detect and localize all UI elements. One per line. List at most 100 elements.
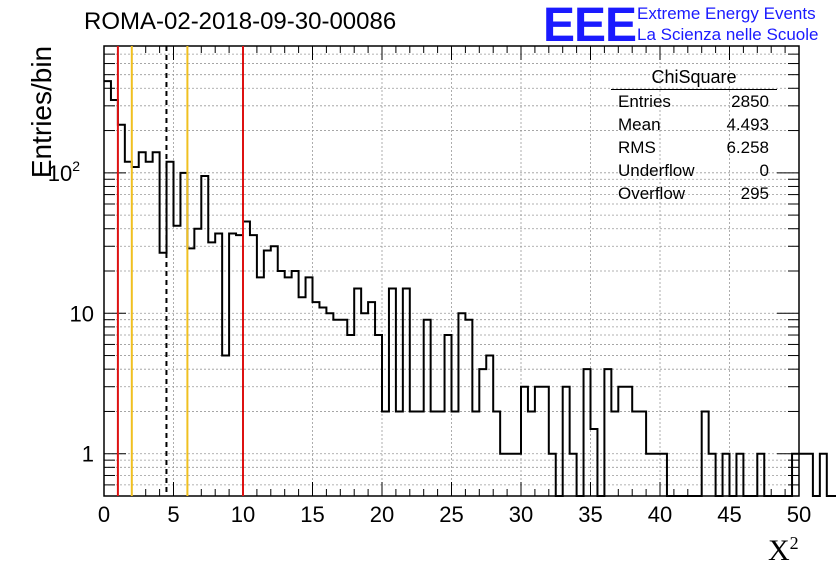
- x-axis-label-base: X: [768, 534, 790, 567]
- histogram-bin: [250, 235, 257, 496]
- stats-row-mean: Mean 4.493: [611, 115, 777, 138]
- histogram-bin: [368, 302, 375, 496]
- histogram-bin: [243, 222, 250, 496]
- histogram-bin: [382, 411, 389, 496]
- histogram-bin: [438, 411, 445, 496]
- y-tick-label: 1: [82, 442, 94, 467]
- stats-title: ChiSquare: [611, 67, 777, 90]
- histogram-bin: [521, 387, 528, 496]
- histogram-bin: [271, 246, 278, 496]
- stats-rows: Entries 2850 Mean 4.493 RMS 6.258 Underflow 0 Ov…: [611, 92, 777, 207]
- histogram-bin: [111, 100, 118, 496]
- histogram-bin: [403, 289, 410, 496]
- histogram-bin: [361, 313, 368, 496]
- histogram-bin: [549, 454, 556, 496]
- histogram-bin: [299, 297, 306, 496]
- histogram-bin: [187, 248, 194, 496]
- run-title: ROMA-02-2018-09-30-00086: [84, 8, 397, 35]
- stats-box: ChiSquare Entries 2850 Mean 4.493 RMS 6.258 Un…: [611, 67, 777, 207]
- histogram-bin: [458, 313, 465, 496]
- stats-row-entries: Entries 2850: [611, 92, 777, 115]
- histogram-bin: [340, 320, 347, 496]
- histogram-bin: [104, 81, 111, 496]
- histogram-bin: [570, 454, 577, 496]
- stats-label: Mean: [618, 115, 661, 134]
- histogram-bin: [465, 320, 472, 496]
- histogram-bin: [709, 454, 716, 496]
- stats-label: Entries: [618, 92, 671, 111]
- x-tick-label: 10: [231, 502, 255, 527]
- histogram-bin: [736, 454, 743, 496]
- histogram-steps: [104, 80, 836, 497]
- histogram-bin: [215, 233, 222, 496]
- y-axis-label: Entries/bin: [26, 45, 57, 179]
- histogram-bin: [500, 454, 507, 496]
- histogram-bin: [306, 277, 313, 496]
- histogram-bin: [452, 411, 459, 496]
- y-tick-label: 102: [48, 158, 80, 186]
- histogram-bin: [417, 411, 424, 496]
- histogram-bin: [486, 356, 493, 496]
- stats-label: RMS: [618, 138, 656, 157]
- x-tick-label: 35: [578, 502, 602, 527]
- histogram-bin: [153, 152, 160, 496]
- stats-value: 4.493: [726, 115, 769, 134]
- histogram-bin: [431, 411, 438, 496]
- histogram-bin: [236, 235, 243, 496]
- histogram-bin: [201, 176, 208, 496]
- histogram-bin: [208, 242, 215, 496]
- histogram-bin: [180, 173, 187, 496]
- histogram-bin: [799, 454, 806, 496]
- histogram-bin: [625, 387, 632, 496]
- histogram-bin: [702, 411, 709, 496]
- x-tick-label: 40: [648, 502, 672, 527]
- x-axis-label: X2: [768, 533, 799, 568]
- histogram-bin: [424, 320, 431, 496]
- histogram-bin: [646, 454, 653, 496]
- histogram-bin: [618, 387, 625, 496]
- histogram-bin: [333, 320, 340, 496]
- histogram-bin: [257, 277, 264, 496]
- stats-value: 295: [740, 184, 769, 203]
- x-axis-label-sup: 2: [789, 533, 799, 553]
- histogram-bin: [445, 335, 452, 496]
- x-tick-label: 0: [98, 502, 110, 527]
- histogram-bin: [118, 125, 125, 496]
- histogram-bin: [639, 411, 646, 496]
- y-tick-label: 10: [70, 301, 94, 326]
- histogram-bin: [410, 411, 417, 496]
- x-tick-label: 15: [300, 502, 324, 527]
- histogram-bin: [167, 162, 174, 496]
- histogram-bin: [278, 271, 285, 496]
- stats-row-rms: RMS 6.258: [611, 138, 777, 161]
- histogram-bin: [326, 313, 333, 496]
- histogram-bin: [194, 229, 201, 496]
- x-tick-label: 30: [509, 502, 533, 527]
- histogram-bin: [493, 411, 500, 496]
- histogram-bin: [139, 152, 146, 496]
- histogram-bin: [229, 233, 236, 496]
- histogram-bin: [146, 162, 153, 496]
- histogram-bin: [806, 454, 813, 496]
- x-tick-label: 45: [717, 502, 741, 527]
- stats-label: Underflow: [618, 161, 695, 180]
- histogram-bin: [292, 271, 299, 496]
- histogram-bin: [611, 411, 618, 496]
- x-tick-label: 5: [167, 502, 179, 527]
- histogram-bin: [604, 369, 611, 496]
- histogram-bin: [528, 411, 535, 496]
- histogram-bin: [542, 387, 549, 496]
- stats-value: 6.258: [726, 138, 769, 157]
- histogram-bin: [347, 335, 354, 496]
- histogram-bin: [396, 411, 403, 496]
- x-tick-label: 25: [439, 502, 463, 527]
- histogram-bin: [354, 289, 361, 496]
- logo-line-2: La Scienza nelle Scuole: [637, 25, 819, 44]
- histogram-bin: [285, 277, 292, 496]
- histogram-bin: [222, 356, 229, 496]
- histogram-bin: [264, 250, 271, 496]
- histogram-bin: [472, 411, 479, 496]
- x-tick-label: 50: [787, 502, 811, 527]
- stats-value: 0: [759, 161, 769, 180]
- histogram-bin: [591, 429, 598, 496]
